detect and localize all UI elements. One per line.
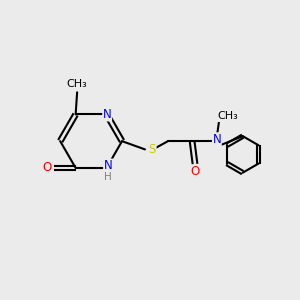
Text: N: N <box>104 159 112 172</box>
Text: N: N <box>103 108 112 121</box>
Text: N: N <box>212 133 221 146</box>
Text: H: H <box>104 172 112 182</box>
Text: O: O <box>190 165 200 178</box>
Text: S: S <box>149 143 156 156</box>
Text: CH₃: CH₃ <box>67 79 88 89</box>
Text: CH₃: CH₃ <box>217 111 238 122</box>
Text: O: O <box>43 161 52 174</box>
